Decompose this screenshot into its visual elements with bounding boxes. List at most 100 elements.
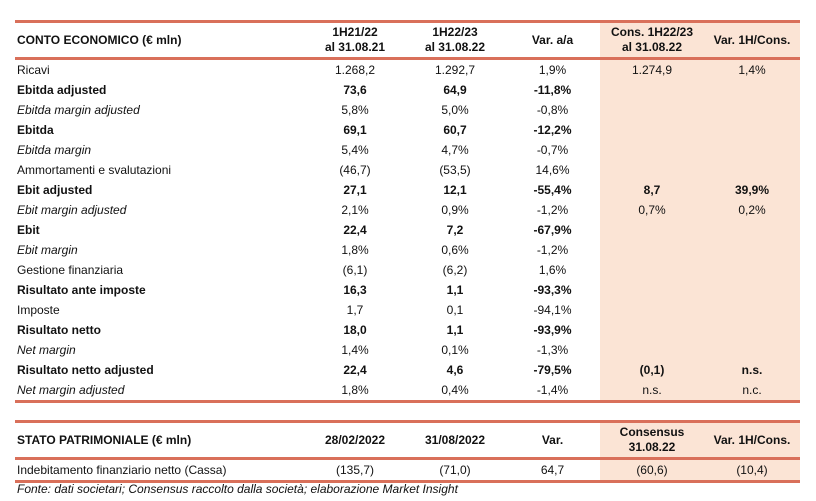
column-header: STATO PATRIMONIALE (€ mln)	[17, 432, 192, 447]
cell-value: -11,8%	[533, 83, 572, 97]
cell-value: -1,3%	[536, 343, 569, 357]
row-label: Ammortamenti e svalutazioni	[17, 163, 172, 177]
table-row: Indebitamento finanziario netto (Cassa) (…	[15, 458, 800, 482]
cell-value: 1.268,2	[334, 63, 376, 77]
cell-value	[600, 220, 704, 240]
footnote: Fonte: dati societari; Consensus raccolt…	[17, 482, 458, 496]
column-header: 28/02/2022	[324, 432, 386, 447]
cell-value	[600, 80, 704, 100]
cell-value	[704, 140, 800, 160]
cell-value: 60,7	[443, 123, 467, 137]
row-label: Net margin adjusted	[17, 383, 125, 397]
cell-value: 64,7	[540, 463, 565, 477]
row-label: Ebitda adjusted	[17, 83, 107, 97]
cell-value: n.s.	[704, 360, 800, 380]
cell-value: 16,3	[343, 283, 367, 297]
table-row: Gestione finanziaria (6,1) (6,2) 1,6%	[15, 260, 800, 280]
column-header: Var.	[541, 432, 564, 447]
cell-value: 73,6	[343, 83, 367, 97]
cell-value: -1,2%	[536, 243, 569, 257]
cell-value: 39,9%	[704, 180, 800, 200]
cell-value: (0,1)	[600, 360, 704, 380]
cell-value	[600, 140, 704, 160]
table-row: Ebit margin adjusted 2,1% 0,9% -1,2% 0,7% 0,2…	[15, 200, 800, 220]
cell-value: 27,1	[343, 183, 367, 197]
cell-value	[600, 100, 704, 120]
cell-value: -93,9%	[533, 323, 572, 337]
row-label: Ebit	[17, 223, 40, 237]
row-label: Imposte	[17, 303, 60, 317]
row-label: Ebit adjusted	[17, 183, 93, 197]
cell-value: -67,9%	[533, 223, 572, 237]
row-label: Risultato netto	[17, 323, 101, 337]
row-label: Ebitda margin	[17, 143, 92, 157]
table-row: Imposte 1,7 0,1 -94,1%	[15, 300, 800, 320]
cell-value	[704, 160, 800, 180]
row-label: Indebitamento finanziario netto (Cassa)	[17, 463, 227, 477]
row-label: Risultato netto adjusted	[17, 363, 154, 377]
cell-value: (53,5)	[439, 163, 471, 177]
cell-value: 22,4	[343, 223, 367, 237]
cell-value: 69,1	[343, 123, 367, 137]
cell-value: 1,8%	[341, 383, 369, 397]
cell-value	[600, 240, 704, 260]
table-row: Ebit adjusted 27,1 12,1 -55,4% 8,7 39,9%	[15, 180, 800, 200]
cell-value: 1,6%	[538, 263, 567, 277]
cell-value: 5,4%	[341, 143, 369, 157]
cell-value: 64,9	[443, 83, 467, 97]
cell-value: -55,4%	[533, 183, 572, 197]
cell-value	[704, 220, 800, 240]
cell-value	[704, 80, 800, 100]
cell-value: 12,1	[443, 183, 467, 197]
cell-value: 1,7	[346, 303, 364, 317]
balance-sheet-table: STATO PATRIMONIALE (€ mln) 28/02/2022 31/0…	[15, 420, 800, 483]
cell-value	[704, 300, 800, 320]
cell-value: (135,7)	[335, 463, 375, 477]
cell-value: (6,2)	[442, 263, 468, 277]
cell-value: 0,2%	[704, 200, 800, 220]
cell-value: 4,6	[446, 363, 464, 377]
cell-value: 1,8%	[341, 243, 369, 257]
cell-value: 0,9%	[441, 203, 469, 217]
row-label: Risultato ante imposte	[17, 283, 146, 297]
cell-value: 0,1%	[441, 343, 469, 357]
column-header: Var. a/a	[531, 32, 574, 47]
cell-value: 1.292,7	[434, 63, 476, 77]
row-label: Ebit margin	[17, 243, 78, 257]
cell-value: (10,4)	[704, 458, 800, 482]
column-header: Var. 1H/Cons.	[704, 421, 800, 459]
column-header: 1H21/22 al 31.08.21	[324, 25, 386, 54]
cell-value	[600, 120, 704, 140]
cell-value	[600, 280, 704, 300]
cell-value: 0,7%	[600, 200, 704, 220]
header-row: CONTO ECONOMICO (€ mln) 1H21/22 al 31.08.…	[15, 21, 800, 59]
cell-value: -0,8%	[536, 103, 569, 117]
cell-value: n.s.	[600, 380, 704, 402]
row-label: Ebitda	[17, 123, 54, 137]
column-header: 1H22/23 al 31.08.22	[424, 25, 486, 54]
table-row: Net margin 1,4% 0,1% -1,3%	[15, 340, 800, 360]
cell-value	[704, 100, 800, 120]
cell-value	[704, 260, 800, 280]
cell-value: 5,8%	[341, 103, 369, 117]
cell-value	[704, 240, 800, 260]
cell-value	[600, 260, 704, 280]
table-row: Net margin adjusted 1,8% 0,4% -1,4% n.s. n.c.	[15, 380, 800, 402]
cell-value	[600, 320, 704, 340]
cell-value: 0,6%	[441, 243, 469, 257]
row-label: Ebit margin adjusted	[17, 203, 127, 217]
table-row: Ebit margin 1,8% 0,6% -1,2%	[15, 240, 800, 260]
cell-value: 2,1%	[341, 203, 369, 217]
cell-value	[600, 300, 704, 320]
cell-value: 8,7	[600, 180, 704, 200]
cell-value: (71,0)	[439, 463, 471, 477]
cell-value	[704, 320, 800, 340]
cell-value: -1,4%	[536, 383, 569, 397]
table-row: Ebit 22,4 7,2 -67,9%	[15, 220, 800, 240]
column-header: 31/08/2022	[424, 432, 486, 447]
column-header: Cons. 1H22/23 al 31.08.22	[600, 21, 704, 59]
cell-value: 1,9%	[538, 63, 567, 77]
cell-value: (6,1)	[342, 263, 368, 277]
table-row: Ammortamenti e svalutazioni (46,7) (53,5) 1…	[15, 160, 800, 180]
cell-value: 0,1	[446, 303, 464, 317]
